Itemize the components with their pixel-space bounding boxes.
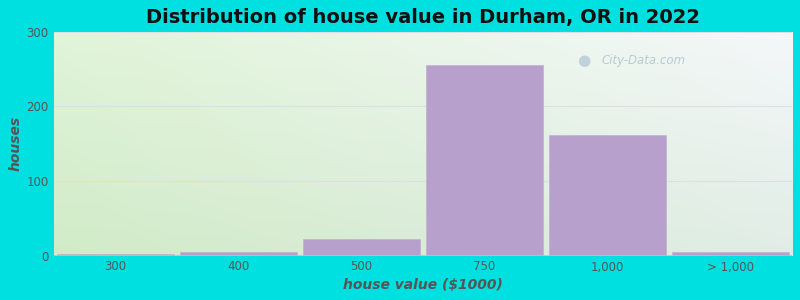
- Y-axis label: houses: houses: [8, 116, 22, 171]
- Bar: [549, 135, 666, 256]
- Bar: [57, 254, 174, 256]
- Title: Distribution of house value in Durham, OR in 2022: Distribution of house value in Durham, O…: [146, 8, 700, 27]
- Bar: [426, 65, 542, 256]
- Bar: [180, 252, 297, 256]
- X-axis label: house value ($1000): house value ($1000): [342, 278, 502, 292]
- Text: ●: ●: [577, 53, 590, 68]
- Bar: [672, 252, 789, 256]
- Bar: [302, 239, 419, 256]
- Text: City-Data.com: City-Data.com: [602, 54, 686, 67]
